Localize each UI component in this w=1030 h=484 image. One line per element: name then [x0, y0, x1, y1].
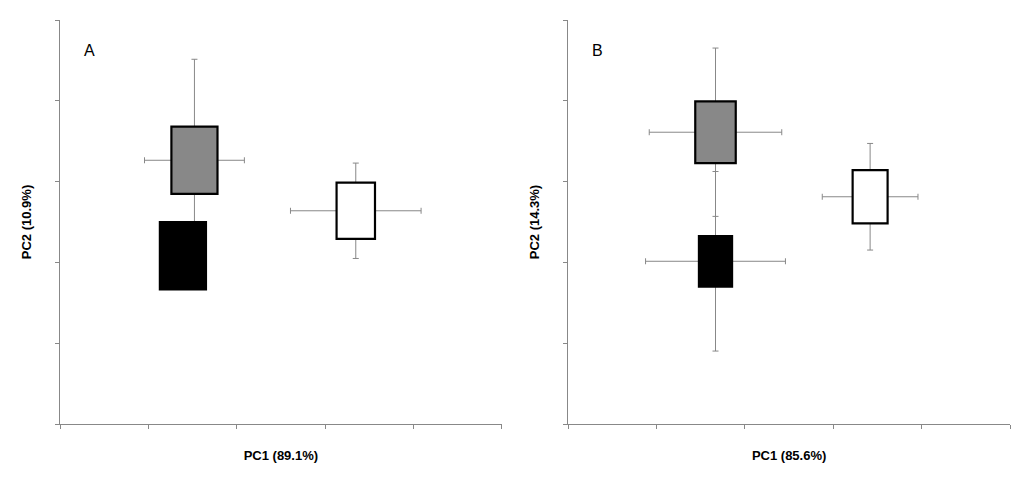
- svg-text:PC1 (89.1%): PC1 (89.1%): [244, 448, 318, 463]
- svg-text:PC1 (85.6%): PC1 (85.6%): [752, 448, 826, 463]
- svg-text:PC2 (14.3%): PC2 (14.3%): [527, 185, 542, 259]
- svg-text:B: B: [592, 42, 603, 59]
- svg-text:A: A: [84, 42, 95, 59]
- svg-text:PC2 (10.9%): PC2 (10.9%): [19, 185, 34, 259]
